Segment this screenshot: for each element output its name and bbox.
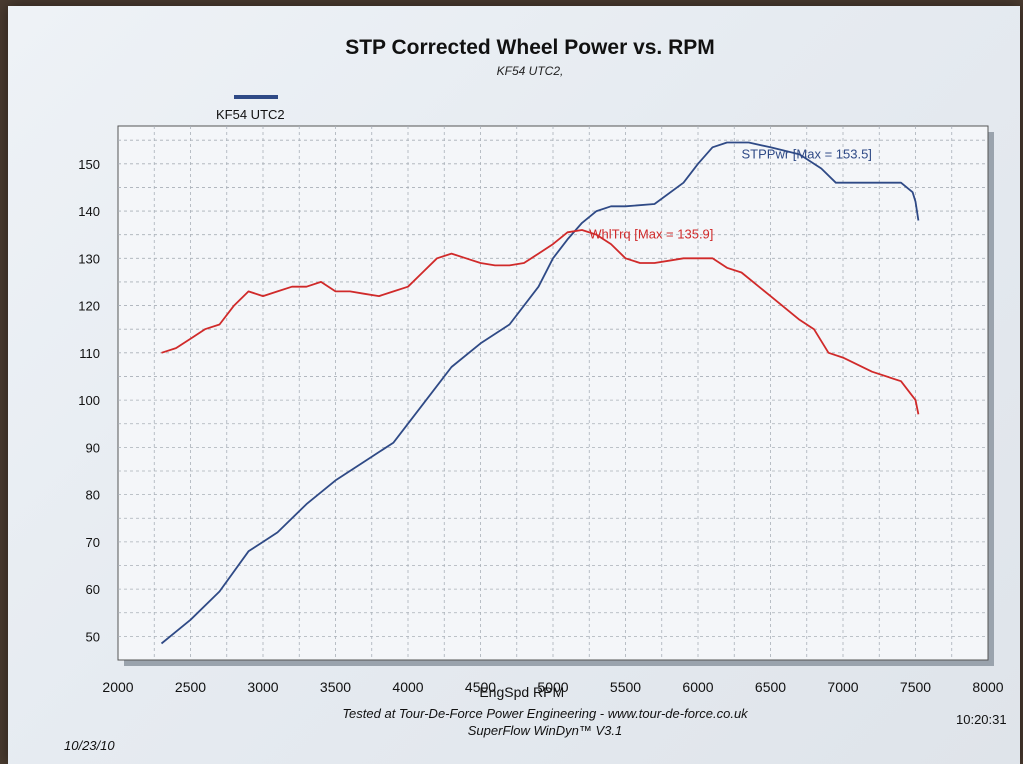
x-tick-label: 7500 <box>900 679 931 695</box>
y-tick-label: 140 <box>78 204 100 219</box>
x-tick-label: 8000 <box>972 679 1003 695</box>
x-tick-label: 6000 <box>682 679 713 695</box>
annotation-stppwr-max: STPPwr [Max = 153.5] <box>742 146 872 161</box>
y-tick-label: 80 <box>86 488 100 503</box>
x-tick-label: 2500 <box>175 679 206 695</box>
annotation-whltrq-max: WhlTrq [Max = 135.9] <box>589 227 713 242</box>
legend-label: KF54 UTC2 <box>216 107 285 122</box>
footer-date: 10/23/10 <box>64 738 115 753</box>
y-tick-label: 70 <box>86 535 100 550</box>
x-tick-label: 4500 <box>465 679 496 695</box>
footer-tested-at: Tested at Tour-De-Force Power Engineerin… <box>342 706 748 721</box>
y-tick-label: 110 <box>79 346 100 361</box>
x-tick-label: 2000 <box>102 679 133 695</box>
y-tick-label: 150 <box>78 157 100 172</box>
footer-time: 10:20:31 <box>956 712 1007 727</box>
x-tick-label: 3000 <box>247 679 278 695</box>
x-tick-label: 4000 <box>392 679 423 695</box>
y-tick-label: 90 <box>86 440 100 455</box>
series-line-stppwr <box>160 141 920 645</box>
x-tick-label: 3500 <box>320 679 351 695</box>
chart-title: STP Corrected Wheel Power vs. RPM <box>345 36 715 59</box>
chart-subtitle: KF54 UTC2, <box>496 64 564 78</box>
x-tick-label: 6500 <box>755 679 786 695</box>
y-tick-label: 120 <box>78 299 100 314</box>
y-tick-label: 100 <box>78 393 100 408</box>
x-tick-label: 5500 <box>610 679 641 695</box>
x-tick-label: 7000 <box>827 679 858 695</box>
x-tick-label: 5000 <box>537 679 568 695</box>
footer-software: SuperFlow WinDyn™ V3.1 <box>467 723 623 738</box>
legend-swatch <box>234 95 278 99</box>
y-tick-label: 130 <box>78 251 100 266</box>
x-axis-label: EngSpd RPM <box>479 684 564 700</box>
y-tick-label: 60 <box>86 582 100 597</box>
y-tick-label: 50 <box>86 629 100 644</box>
series-line-whltrq <box>161 229 920 415</box>
